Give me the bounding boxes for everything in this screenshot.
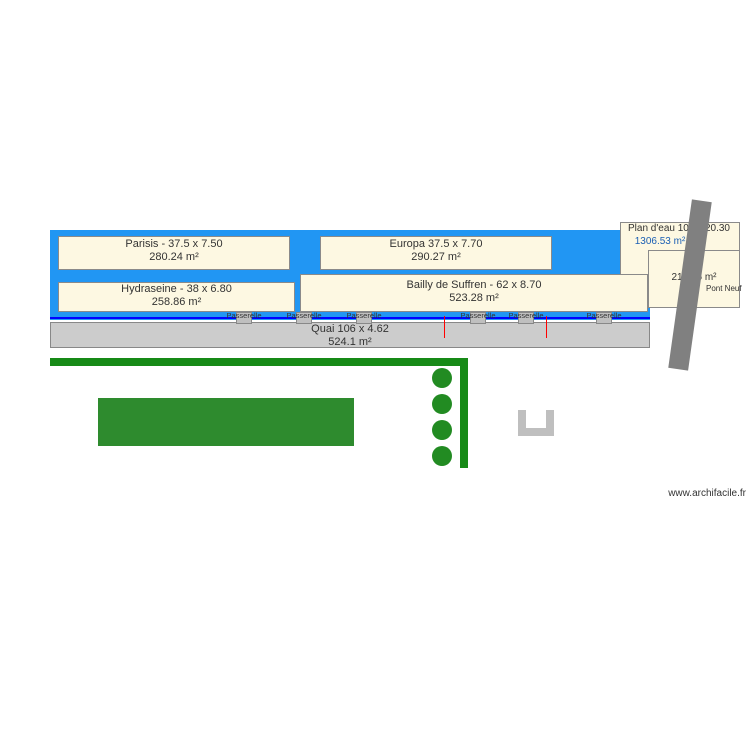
tree-2: [432, 394, 452, 414]
europa-title: Europa 37.5 x 7.70: [320, 238, 552, 251]
passerelle-1-label: Passerelle: [216, 312, 272, 321]
europa-label: Europa 37.5 x 7.70 290.27 m²: [320, 238, 552, 263]
red-line-1: [444, 316, 445, 338]
hydraseine-area: 258.86 m²: [58, 296, 295, 309]
quai-label: Quai 106 x 4.62 524.1 m²: [50, 323, 650, 348]
tree-4: [432, 446, 452, 466]
tree-1: [432, 368, 452, 388]
hydraseine-label: Hydraseine - 38 x 6.80 258.86 m²: [58, 283, 295, 308]
grey-u-right: [546, 410, 554, 436]
parisis-title: Parisis - 37.5 x 7.50: [58, 238, 290, 251]
quai-title: Quai 106 x 4.62: [50, 323, 650, 336]
plan-deau-area-text: 1306.53 m²: [635, 236, 686, 247]
europa-area: 290.27 m²: [320, 251, 552, 264]
tree-3: [432, 420, 452, 440]
bailly-title: Bailly de Suffren - 62 x 8.70: [300, 279, 648, 292]
watermark: www.archifacile.fr: [636, 488, 746, 500]
quai-area: 524.1 m²: [50, 336, 650, 349]
pont-neuf-label: Pont Neuf: [706, 284, 750, 293]
hydraseine-title: Hydraseine - 38 x 6.80: [58, 283, 295, 296]
floorplan-canvas: Plan d'eau 106 x 20.30 1306.53 m² 214.65…: [0, 0, 750, 750]
parisis-label: Parisis - 37.5 x 7.50 280.24 m²: [58, 238, 290, 263]
plan-deau-title: Plan d'eau 106 x 20.30: [620, 223, 738, 235]
bailly-label: Bailly de Suffren - 62 x 8.70 523.28 m²: [300, 279, 648, 304]
pont-neuf-text: Pont Neuf: [706, 284, 742, 293]
parisis-area: 280.24 m²: [58, 251, 290, 264]
bailly-area: 523.28 m²: [300, 292, 648, 305]
plan-deau-title-text: Plan d'eau 106 x 20.30: [620, 223, 738, 235]
watermark-text: www.archifacile.fr: [668, 488, 746, 499]
hedge-horizontal: [50, 358, 468, 366]
green-rect: [98, 398, 354, 446]
passerelle-3-label: Passerelle: [336, 312, 392, 321]
passerelle-5-label: Passerelle: [498, 312, 554, 321]
passerelle-2-label: Passerelle: [276, 312, 332, 321]
passerelle-6-label: Passerelle: [576, 312, 632, 321]
hedge-vertical: [460, 358, 468, 468]
